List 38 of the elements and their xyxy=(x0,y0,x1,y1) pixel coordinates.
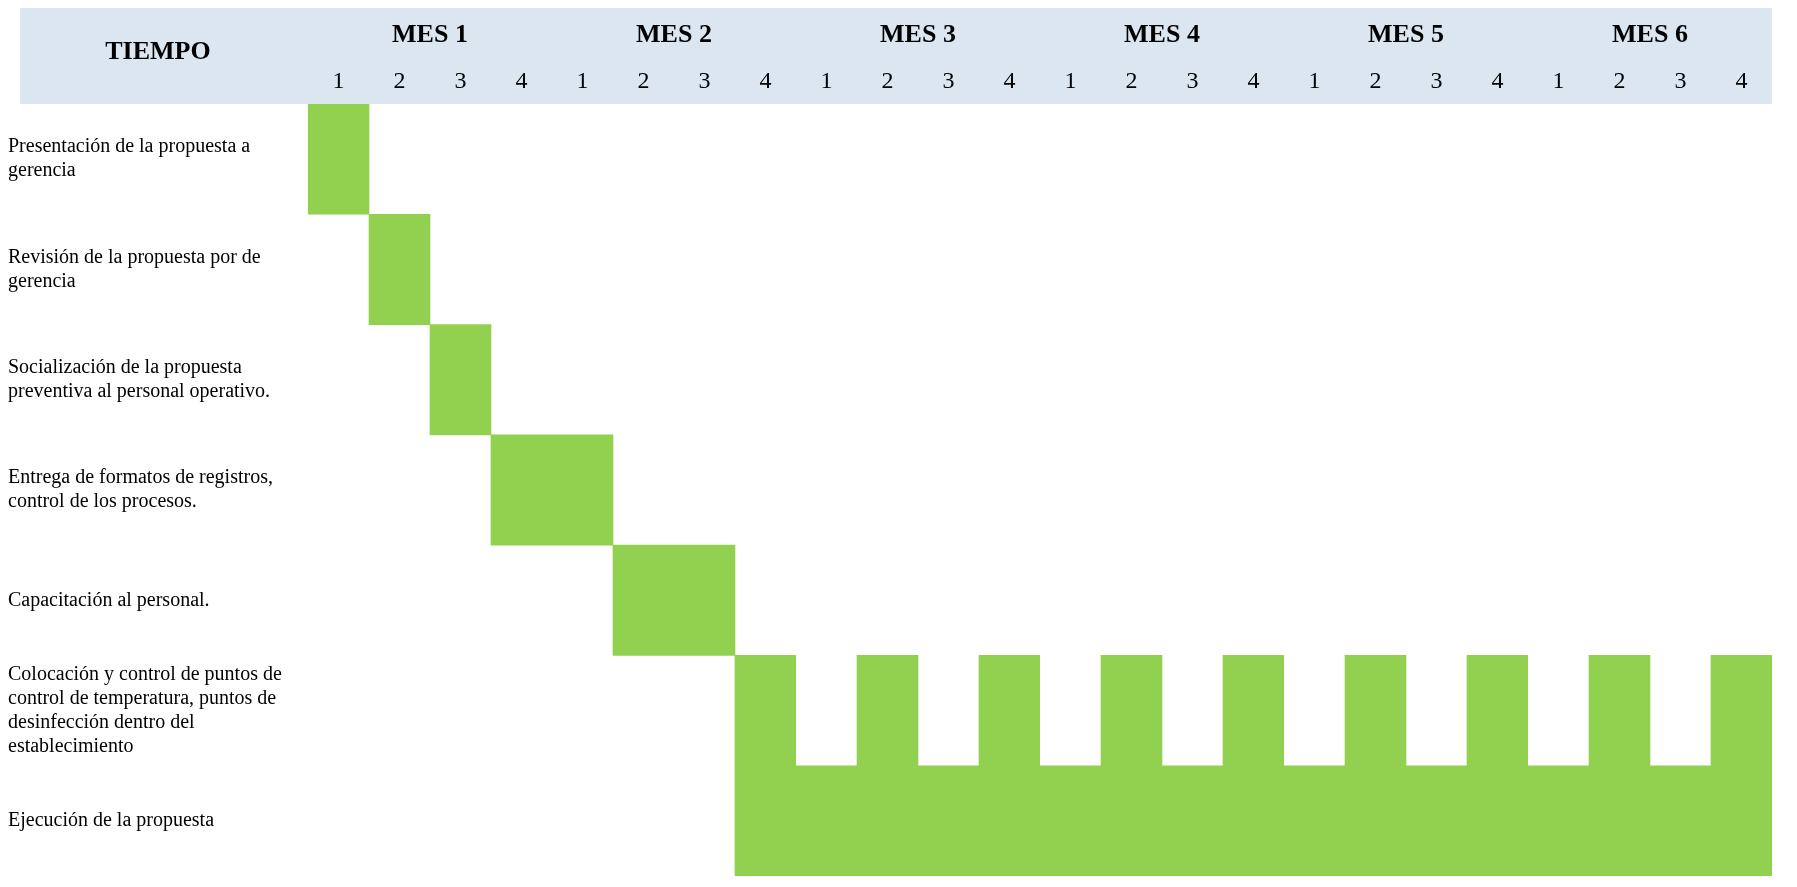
chart-title: MES 4 xyxy=(1124,19,1200,49)
x-tick-label: 2 xyxy=(1125,66,1138,93)
x-tick-label: 3 xyxy=(1430,66,1443,93)
x-tick-label: 1 xyxy=(332,66,345,93)
x-tick-label: 4 xyxy=(1247,66,1260,93)
x-tick-label: 2 xyxy=(1369,66,1382,93)
y-tick-label: Socialización de la propuesta preventiva al personal operativo. xyxy=(8,354,271,402)
x-tick-label: 3 xyxy=(454,66,467,93)
y-tick-label: Revisión de la propuesta por de gerencia xyxy=(8,244,261,292)
x-tick-label: 1 xyxy=(1064,66,1077,93)
x-tick-label: 1 xyxy=(1552,66,1565,93)
chart-title: MES 1 xyxy=(392,19,468,49)
y-tick-label: Presentación de la propuesta a gerencia xyxy=(8,134,251,182)
x-tick-label: 4 xyxy=(1003,66,1016,93)
y-tick-label: Colocación y control de puntos de control de temperatura, puntos de desinfección dentro del establecimiento xyxy=(8,661,282,756)
chart-title: MES 5 xyxy=(1368,19,1444,49)
x-tick-label: 1 xyxy=(1308,66,1321,93)
y-tick-label: Ejecución de la propuesta xyxy=(8,808,215,832)
x-tick-label: 2 xyxy=(881,66,894,93)
x-tick-label: 3 xyxy=(942,66,955,93)
y-tick-label: Entrega de formatos de registros, control de los procesos. xyxy=(8,465,273,513)
chart-title: MES 6 xyxy=(1612,19,1688,49)
x-tick-label: 4 xyxy=(1491,66,1504,93)
x-tick-label: 4 xyxy=(515,66,528,93)
x-tick-label: 3 xyxy=(1186,66,1199,93)
x-tick-label: 4 xyxy=(759,66,772,93)
x-tick-label: 1 xyxy=(576,66,589,93)
y-axis-title: TIEMPO xyxy=(105,35,211,65)
x-tick-label: 2 xyxy=(1613,66,1626,93)
y-tick-label: Capacitación al personal. xyxy=(8,587,210,611)
chart-title: MES 3 xyxy=(880,19,956,49)
x-tick-label: 2 xyxy=(393,66,406,93)
x-tick-label: 3 xyxy=(698,66,711,93)
x-tick-label: 4 xyxy=(1735,66,1748,93)
chart-title: MES 2 xyxy=(636,19,712,49)
x-tick-label: 2 xyxy=(637,66,650,93)
x-tick-label: 3 xyxy=(1674,66,1687,93)
x-tick-label: 1 xyxy=(820,66,833,93)
